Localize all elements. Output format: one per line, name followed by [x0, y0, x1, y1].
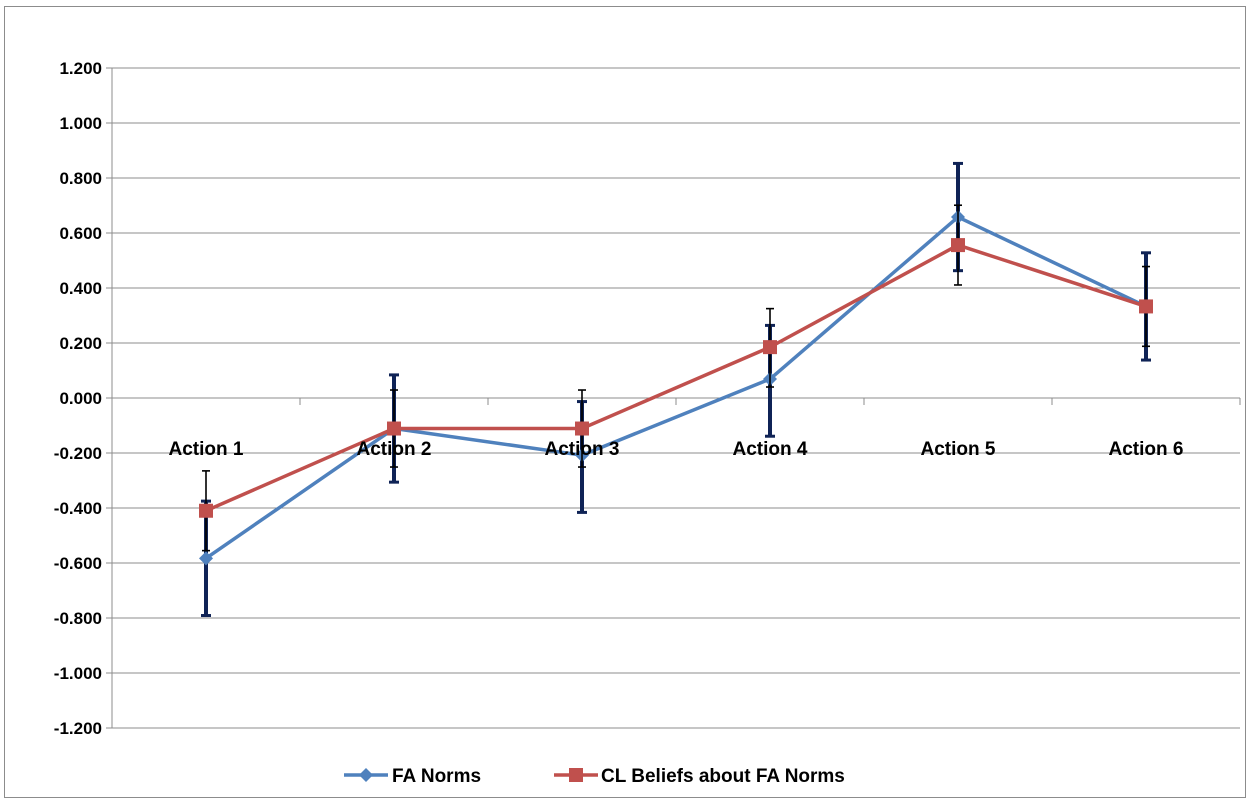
legend-marker	[359, 768, 373, 782]
category-label: Action 3	[545, 439, 620, 460]
y-tick-label: -0.200	[54, 444, 102, 463]
grid-layer	[112, 67, 1240, 729]
y-tick-label: -0.400	[54, 499, 102, 518]
y-tick-label: 1.000	[59, 114, 102, 133]
category-label: Action 6	[1109, 439, 1184, 460]
y-tick-label: -1.000	[54, 664, 102, 683]
data-point	[1139, 299, 1153, 314]
legend-label: CL Beliefs about FA Norms	[601, 766, 845, 787]
line-chart: 1.200 1.000 0.800 0.600 0.400 0.200 0.000 -0.20…	[54, 59, 1241, 787]
y-tick-label: -1.200	[54, 719, 102, 738]
y-tick-label: 0.400	[59, 279, 102, 298]
y-tick-label: 0.000	[59, 389, 102, 408]
series-line	[205, 243, 1147, 513]
data-point	[199, 551, 213, 566]
data-point	[199, 503, 213, 518]
series-cl-beliefs	[199, 204, 1153, 552]
label-layer: Action 1 Action 2 Action 3 Action 4 Action 5…	[169, 439, 1184, 460]
data-point	[763, 340, 777, 355]
series-line	[205, 215, 1147, 560]
legend: FA Norms CL Beliefs about FA Norms	[344, 766, 845, 787]
chart-frame: 1.200 1.000 0.800 0.600 0.400 0.200 0.000 -0.20…	[4, 6, 1246, 798]
series-layer	[199, 161, 1153, 618]
y-tick-label: -0.800	[54, 609, 102, 628]
legend-label: FA Norms	[392, 766, 481, 787]
y-tick-label: 1.200	[59, 59, 102, 78]
y-tick-label: 0.800	[59, 169, 102, 188]
legend-marker	[569, 768, 583, 782]
data-point	[951, 238, 965, 253]
data-point	[575, 421, 589, 436]
axis-layer: 1.200 1.000 0.800 0.600 0.400 0.200 0.000 -0.20…	[54, 59, 1241, 738]
category-label: Action 2	[357, 439, 432, 460]
y-tick-label: -0.600	[54, 554, 102, 573]
category-label: Action 5	[921, 439, 996, 460]
y-tick-label: 0.200	[59, 334, 102, 353]
y-tick-label: 0.600	[59, 224, 102, 243]
category-label: Action 1	[169, 439, 244, 460]
category-label: Action 4	[733, 439, 808, 460]
data-point	[387, 421, 401, 436]
